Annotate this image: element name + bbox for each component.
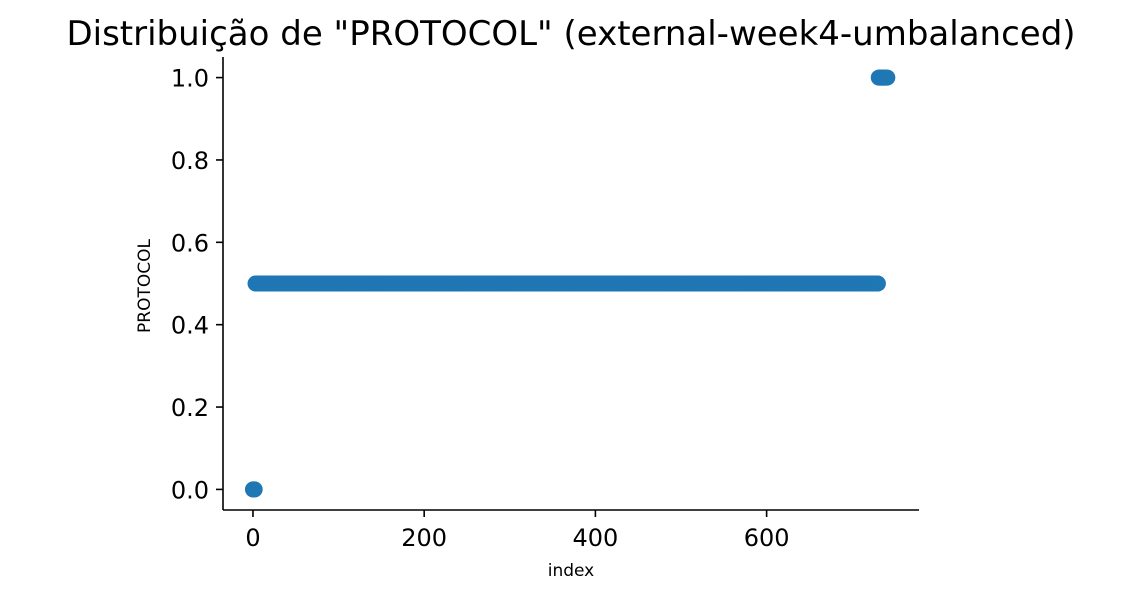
x-axis-label: index (548, 561, 595, 581)
x-tick-label: 0 (245, 524, 260, 552)
chart-title: Distribuição de "PROTOCOL" (external-wee… (66, 14, 1075, 54)
data-point (246, 481, 263, 498)
y-tick-label: 1.0 (171, 65, 209, 93)
x-tick-label: 200 (401, 524, 447, 552)
y-tick-label: 0.8 (171, 147, 209, 175)
data-point (879, 69, 896, 86)
x-tick-label: 400 (572, 524, 618, 552)
x-axis-ticks: 0 200 400 600 (245, 510, 790, 552)
y-tick-label: 0.6 (171, 229, 209, 257)
y-tick-label: 0.0 (171, 476, 209, 504)
y-axis-label: PROTOCOL (135, 239, 155, 333)
y-axis-ticks: 0.0 0.2 0.4 0.6 0.8 1.0 (171, 65, 223, 504)
y-tick-label: 0.4 (171, 312, 209, 340)
data-point (869, 275, 886, 292)
x-tick-label: 600 (744, 524, 790, 552)
plot-area: 0 200 400 600 0.0 0.2 0.4 0.6 0.8 1.0 (171, 57, 919, 552)
y-tick-label: 0.2 (171, 394, 209, 422)
data-points (244, 69, 896, 498)
